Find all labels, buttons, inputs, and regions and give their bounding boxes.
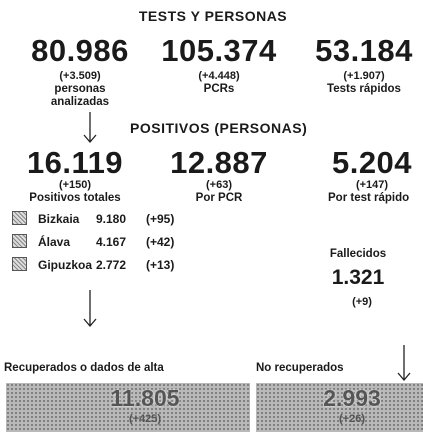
fallecidos-change: (+9) [352,296,372,308]
no-recuperados-box [256,383,423,432]
province-name: Bizkaia [38,212,80,226]
stat-value: 5.204 [331,145,413,180]
arrow [83,290,97,327]
stat-label: PCRs [203,83,235,95]
recuperados-label: Recuperados o dados de alta [4,362,164,374]
icon [12,234,27,248]
no-recuperados-change: (+26) [339,413,365,425]
stat-label: Por test rápido [328,192,410,204]
icon [12,211,27,225]
province-change: (+95) [146,212,175,226]
fallecidos-label: Fallecidos [329,248,387,260]
province-change: (+42) [146,235,175,249]
stat-label: Positivos totales [29,192,121,204]
recuperados-value: 11.805 [110,385,180,411]
icon [12,257,27,271]
recuperados-box [6,383,250,432]
stat-change: (+150) [58,179,92,191]
stat-value: 16.119 [26,145,124,180]
province-change: (+13) [146,258,175,272]
province-value: 2.772 [96,258,127,272]
arrow [397,345,411,381]
section-title: TESTS Y PERSONAS [138,8,288,24]
stat-change: (+147) [355,179,389,191]
fallecidos-value: 1.321 [331,266,385,289]
recuperados-change: (+425) [128,413,162,425]
stat-change: (+1.907) [343,70,385,82]
stat-label: Tests rápidos [327,83,401,95]
stat-change: (+63) [206,179,232,191]
stat-value: 80.986 [31,33,129,68]
stat-change: (+4.448) [198,70,240,82]
no-recuperados-label: No recuperados [256,362,344,374]
stat-label: personas [54,83,106,95]
stat-value: 105.374 [161,33,277,68]
province-name: Álava [38,235,71,249]
stat-value: 53.184 [315,33,413,68]
province-value: 4.167 [96,235,127,249]
province-name: Gipuzkoa [38,258,93,272]
no-recuperados-value: 2.993 [323,385,381,411]
stat-value: 12.887 [170,145,268,180]
stat-change: (+3.509) [59,70,101,82]
arrow [83,112,97,143]
province-value: 9.180 [96,212,127,226]
stat-label: analizadas [50,96,110,108]
stat-label: Por PCR [195,192,243,204]
section-title: POSITIVOS (PERSONAS) [130,120,308,136]
